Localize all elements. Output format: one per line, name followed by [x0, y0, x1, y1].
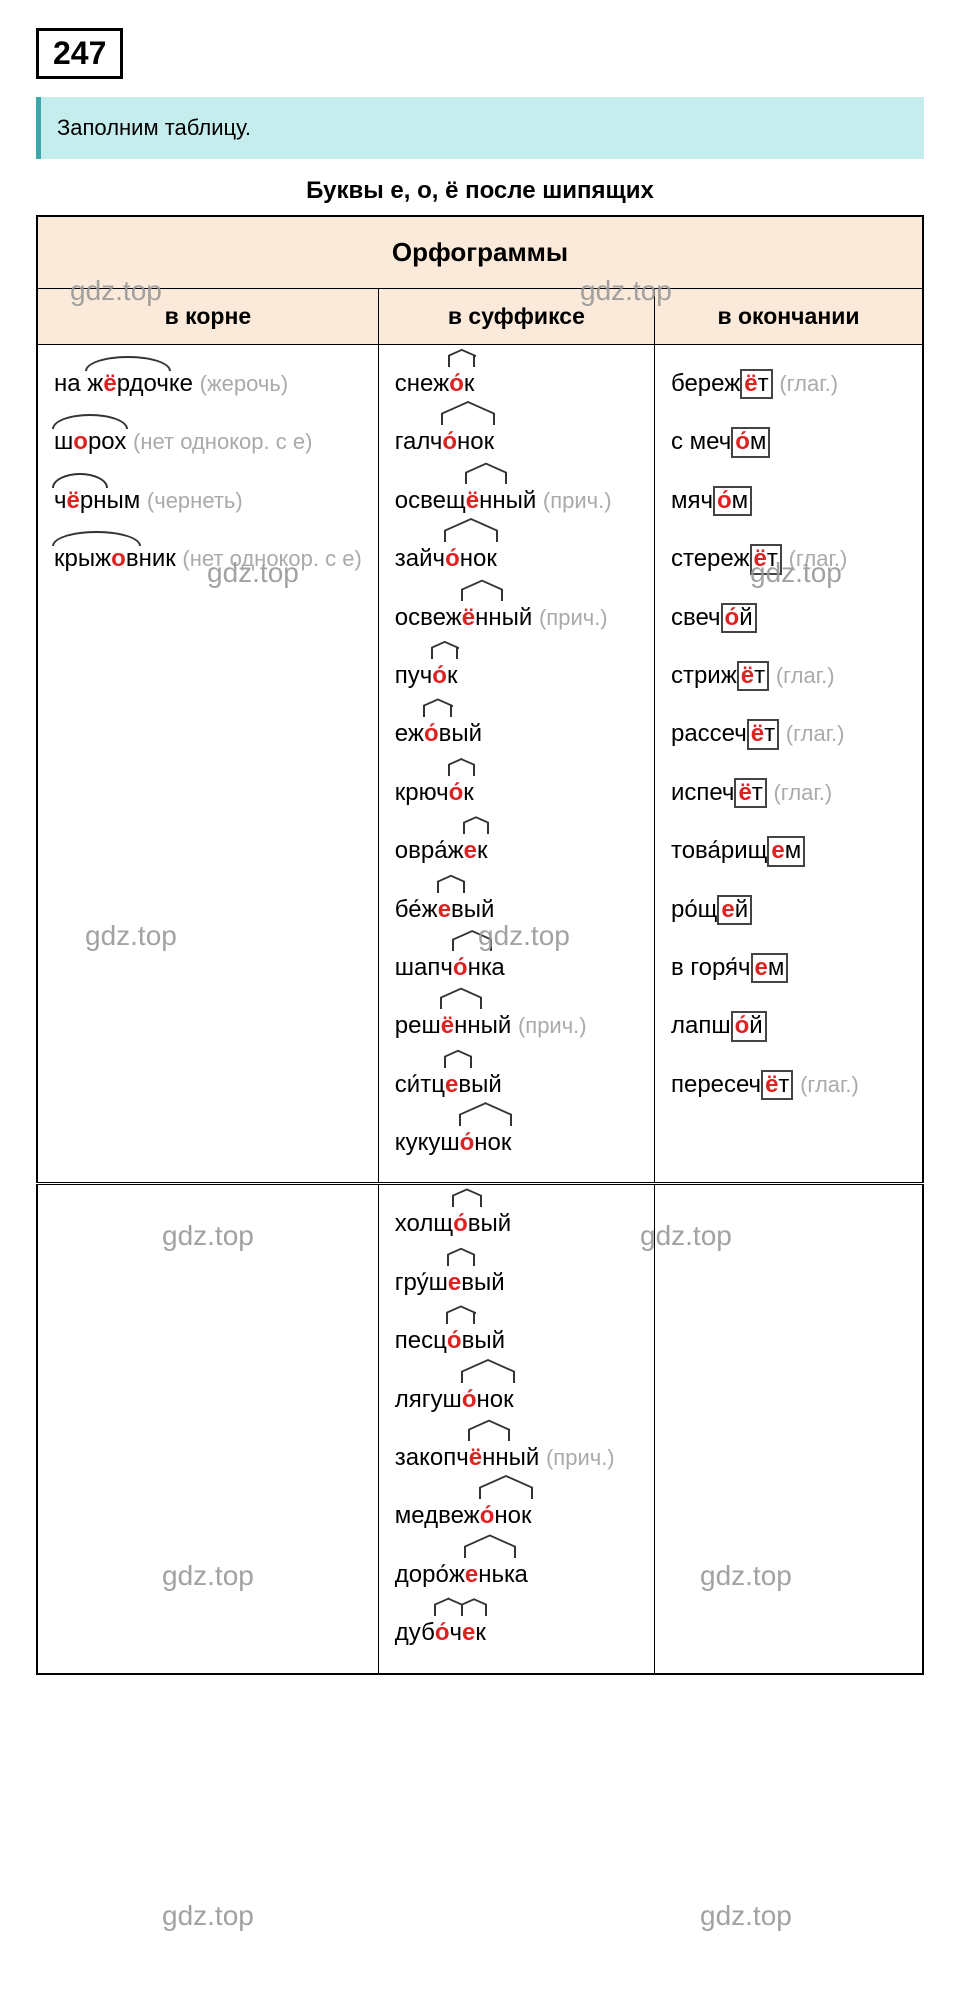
header-main: Орфограммы: [37, 216, 923, 289]
header-col2: в суффиксе: [378, 289, 654, 345]
word-ending: с мечо́м: [671, 423, 770, 461]
word-suffix: крючо́к: [395, 774, 474, 812]
task-box: Заполним таблицу.: [36, 97, 924, 159]
word-suffix: снежо́к: [395, 365, 475, 403]
word-ending: лапшо́й: [671, 1007, 767, 1045]
cell-root-b: [37, 1184, 378, 1674]
word-suffix: шапчо́нка: [395, 949, 505, 987]
word-suffix: кукушо́нок: [395, 1124, 512, 1162]
word-suffix: си́тцевый: [395, 1066, 502, 1104]
word-suffix: доро́женька: [395, 1556, 528, 1594]
word-root: чёрным (чернеть): [54, 482, 243, 520]
cell-suffix-b: холщо́вый гру́шевый песцо́вый лягушо́нок зак…: [378, 1184, 654, 1674]
word-ending: свечо́й: [671, 599, 757, 637]
watermark: gdz.top: [162, 1900, 254, 1932]
word-ending: в горя́чем: [671, 949, 788, 987]
word-ending: бережёт (глаг.): [671, 365, 838, 403]
word-suffix: овра́жек: [395, 832, 488, 870]
table-title: Буквы е, о, ё после шипящих: [36, 177, 924, 205]
word-ending: ро́щей: [671, 891, 752, 929]
word-ending: пересечёт (глаг.): [671, 1066, 859, 1104]
word-ending: испечёт (глаг.): [671, 774, 832, 812]
word-suffix: холщо́вый: [395, 1205, 511, 1243]
watermark: gdz.top: [700, 1900, 792, 1932]
orfogram-table: Орфограммы в корне в суффиксе в окончани…: [36, 215, 924, 1675]
word-suffix: медвежо́нок: [395, 1497, 532, 1535]
header-col1: в корне: [37, 289, 378, 345]
word-ending: рассечёт (глаг.): [671, 715, 845, 753]
word-suffix: решённый (прич.): [395, 1007, 587, 1045]
page: 247 Заполним таблицу. Буквы е, о, ё посл…: [0, 0, 960, 1703]
word-suffix: освежённый (прич.): [395, 599, 608, 637]
word-suffix: пучо́к: [395, 657, 458, 695]
word-suffix: гру́шевый: [395, 1264, 505, 1302]
word-ending: стережёт (глаг.): [671, 540, 847, 578]
word-suffix: освещённый (прич.): [395, 482, 612, 520]
cell-ending: бережёт (глаг.) с мечо́м мячо́м стережёт (г…: [654, 345, 923, 1184]
word-suffix: галчо́нок: [395, 423, 494, 461]
word-suffix: ежо́вый: [395, 715, 482, 753]
cell-ending-b: [654, 1184, 923, 1674]
word-ending: стрижёт (глаг.): [671, 657, 835, 695]
header-col3: в окончании: [654, 289, 923, 345]
exercise-number: 247: [36, 28, 123, 79]
cell-suffix-a: снежо́к галчо́нок освещённый (прич.) зайчо́…: [378, 345, 654, 1184]
word-suffix: дубо́чек: [395, 1614, 486, 1652]
word-root: шорох (нет однокор. с е): [54, 423, 312, 461]
word-suffix: бе́жевый: [395, 891, 495, 929]
word-root: крыжовник (нет однокор. с е): [54, 540, 362, 578]
word-root: на жёрдочке (жерочь): [54, 365, 288, 403]
word-suffix: песцо́вый: [395, 1322, 505, 1360]
word-ending: мячо́м: [671, 482, 752, 520]
word-suffix: закопчённый (прич.): [395, 1439, 615, 1477]
cell-root: на жёрдочке (жерочь) шорох (нет однокор. …: [37, 345, 378, 1184]
word-suffix: лягушо́нок: [395, 1381, 514, 1419]
word-ending: това́рищем: [671, 832, 805, 870]
word-suffix: зайчо́нок: [395, 540, 497, 578]
